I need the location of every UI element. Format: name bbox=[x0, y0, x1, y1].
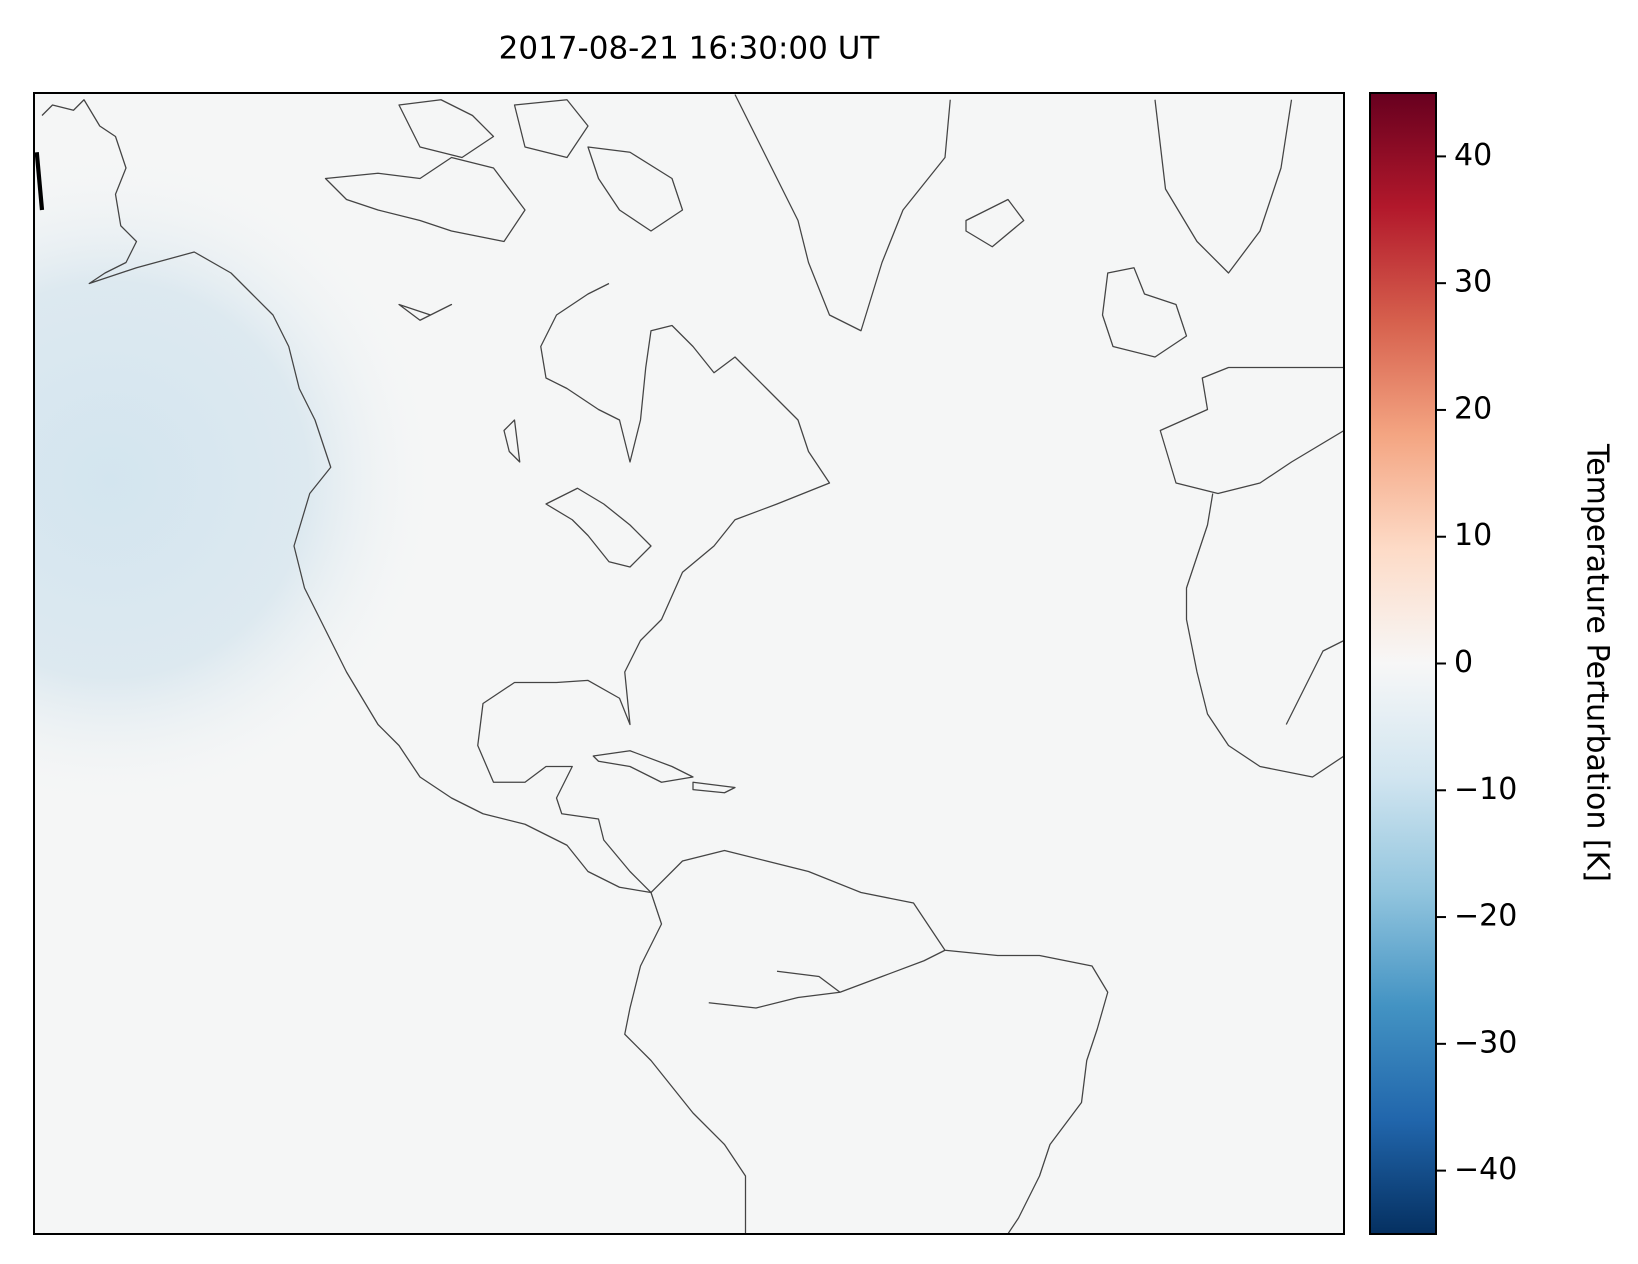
colorbar-tick-label: 10 bbox=[1454, 518, 1492, 553]
colorbar-tick-label: 30 bbox=[1454, 265, 1492, 300]
coastlines bbox=[34, 94, 1344, 1234]
map-frame bbox=[33, 92, 1345, 1235]
colorbar-tick-label: 20 bbox=[1454, 391, 1492, 426]
field-anomaly bbox=[34, 150, 440, 810]
colorbar-tick-label: −40 bbox=[1454, 1152, 1517, 1187]
map bbox=[34, 93, 1344, 1234]
colorbar-tick-label: −20 bbox=[1454, 899, 1517, 934]
colorbar bbox=[1369, 92, 1437, 1235]
colorbar-tick-label: −10 bbox=[1454, 772, 1517, 807]
colorbar-label: Temperature Perturbation [K] bbox=[1580, 443, 1615, 882]
colorbar-ticks: −40 −30 −20 −10 0 10 20 30 40 bbox=[1436, 138, 1517, 1187]
chart-title: 2017-08-21 16:30:00 UT bbox=[499, 31, 881, 67]
colorbar-tick-label: 40 bbox=[1454, 138, 1492, 173]
colorbar-tick-label: 0 bbox=[1454, 645, 1473, 680]
colorbar-tick-label: −30 bbox=[1454, 1025, 1517, 1060]
